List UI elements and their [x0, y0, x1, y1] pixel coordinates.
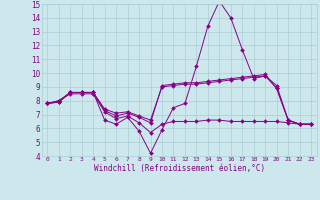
X-axis label: Windchill (Refroidissement éolien,°C): Windchill (Refroidissement éolien,°C): [94, 164, 265, 173]
